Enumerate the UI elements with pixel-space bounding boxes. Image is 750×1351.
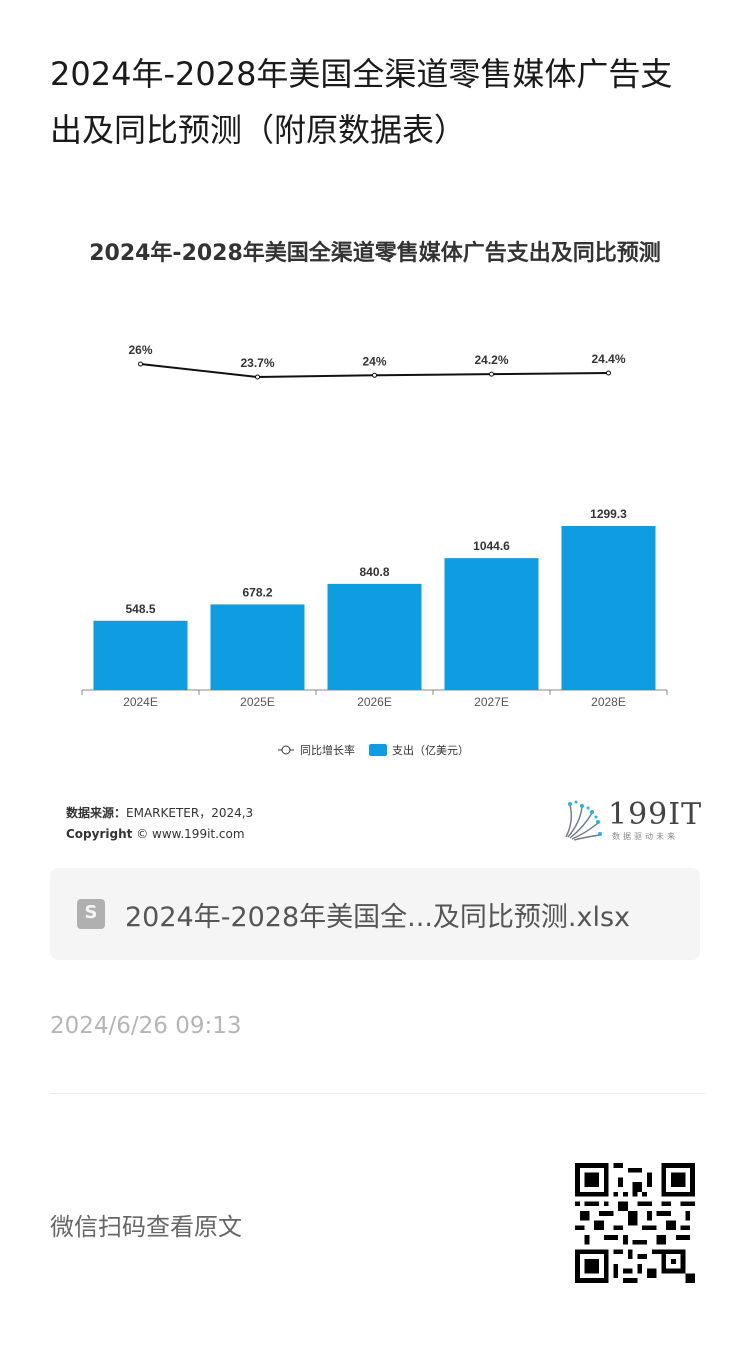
- bar-2025E: [210, 604, 305, 690]
- legend-line-point: [281, 745, 291, 755]
- bar-2024E: [93, 620, 188, 690]
- bar-value-label: 840.8: [359, 565, 389, 579]
- chart-title: 2024年-2028年美国全渠道零售媒体广告支出及同比预测: [89, 241, 661, 266]
- x-tick-label: 2027E: [474, 695, 509, 709]
- growth-rate-point: [255, 374, 260, 380]
- growth-rate-label: 26%: [128, 343, 152, 357]
- growth-rate-label: 24.2%: [474, 353, 508, 367]
- growth-rate-point: [138, 361, 143, 367]
- chart-card: 2024年-2028年美国全渠道零售媒体广告支出及同比预测 548.5 2024E…: [50, 210, 703, 860]
- legend-bar-marker: [369, 744, 387, 756]
- copyright-value: © www.199it.com: [136, 827, 245, 841]
- bar-value-label: 1299.3: [590, 507, 627, 521]
- x-tick-label: 2028E: [591, 695, 626, 709]
- logo-199it: 199IT 数据驱动未来: [560, 795, 703, 845]
- article-title: 2024年-2028年美国全渠道零售媒体广告支出及同比预测（附原数据表）: [50, 55, 673, 149]
- legend-label-growth: 同比增长率: [300, 743, 355, 757]
- source-label: 数据来源：: [66, 806, 127, 820]
- legend-label-spend: 支出（亿美元）: [392, 743, 469, 757]
- copyright-label: Copyright: [66, 827, 133, 841]
- dandelion-icon: [565, 800, 602, 841]
- logo-text: 199IT: [608, 797, 703, 832]
- publish-timestamp: 2024/6/26 09:13: [50, 1013, 242, 1039]
- bar-2026E: [327, 583, 422, 690]
- bar-value-label: 548.5: [125, 602, 155, 616]
- qr-code-icon[interactable]: [575, 1163, 695, 1283]
- growth-rate-point: [606, 370, 611, 376]
- logo-tagline: 数据驱动未来: [612, 832, 678, 841]
- x-tick-label: 2026E: [357, 695, 392, 709]
- divider: [50, 1093, 705, 1094]
- growth-rate-label: 24.4%: [591, 352, 625, 366]
- bar-value-label: 678.2: [242, 585, 272, 599]
- growth-rate-point: [489, 371, 494, 377]
- source-value: EMARKETER，2024,3: [126, 806, 254, 820]
- source-block: 数据来源：EMARKETER，2024,3 Copyright © www.19…: [66, 803, 253, 845]
- attachment-filename: 2024年-2028年美国全...及同比预测.xlsx: [125, 902, 631, 933]
- chart-svg: 548.5 2024E 678.2 2025E 840.8 2026E 1044.6 2027…: [81, 343, 668, 757]
- spreadsheet-icon: S: [77, 899, 105, 929]
- x-tick-label: 2024E: [123, 695, 158, 709]
- bar-value-label: 1044.6: [473, 539, 510, 553]
- growth-rate-label: 23.7%: [240, 356, 274, 370]
- growth-rate-label: 24%: [362, 354, 386, 368]
- wechat-scan-prompt: 微信扫码查看原文: [50, 1213, 242, 1241]
- growth-rate-point: [372, 372, 377, 378]
- bar-2028E: [561, 526, 656, 690]
- bar-2027E: [444, 558, 539, 690]
- attachment-file[interactable]: S 2024年-2028年美国全...及同比预测.xlsx: [50, 868, 700, 960]
- x-tick-label: 2025E: [240, 695, 275, 709]
